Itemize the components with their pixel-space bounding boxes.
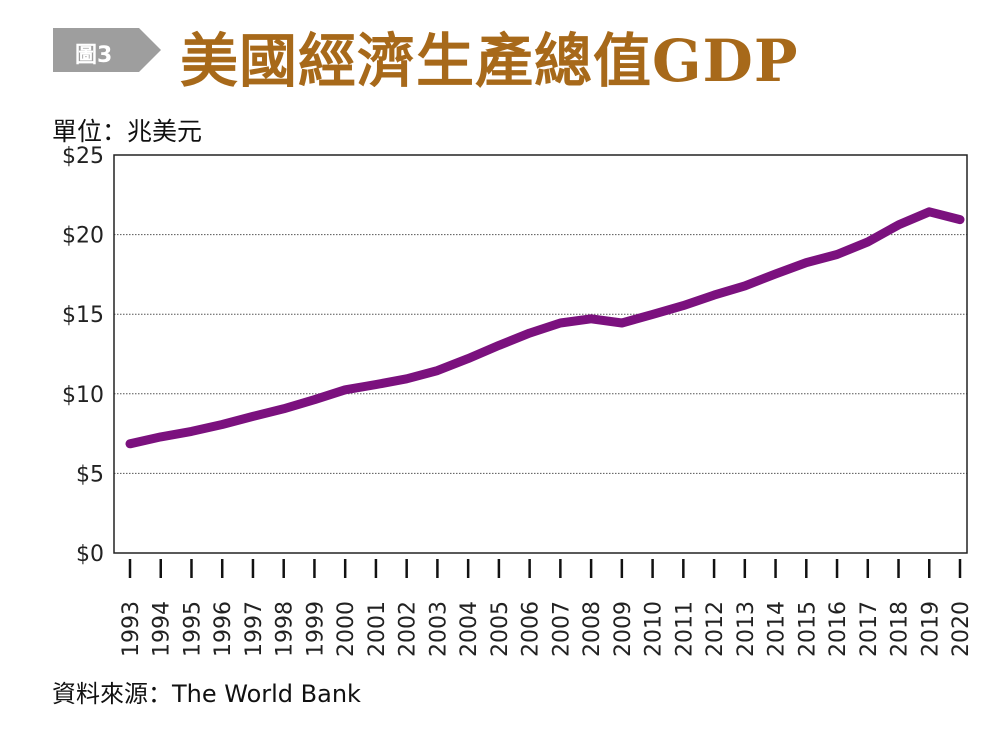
x-tick-label: 2017 <box>857 601 882 657</box>
x-tick-label: 2008 <box>580 601 605 657</box>
x-tick-label: 2004 <box>457 601 482 657</box>
data-points <box>129 211 961 444</box>
x-tick-label: 2009 <box>611 601 636 657</box>
y-tick-label: $5 <box>76 462 104 487</box>
x-tick-label: 2005 <box>488 601 513 657</box>
chart-title: 美國經濟生產總值GDP <box>180 27 799 95</box>
x-tick-label: 2011 <box>672 601 697 657</box>
x-tick-label: 1999 <box>303 601 328 657</box>
y-tick-label: $10 <box>62 383 104 408</box>
x-tick-label: 2000 <box>334 601 359 657</box>
x-tick-label: 1997 <box>242 601 267 657</box>
x-tick-label: 2012 <box>703 601 728 657</box>
x-tick-label: 2016 <box>826 601 851 657</box>
gdp-series-line <box>125 207 965 449</box>
figure-number-label: 圖3 <box>75 43 113 68</box>
y-tick-label: $20 <box>62 224 104 249</box>
x-tick-label: 2010 <box>642 601 667 657</box>
y-tick-label: $15 <box>62 303 104 328</box>
x-tick-label: 1993 <box>119 601 144 657</box>
x-tick-label: 2006 <box>519 601 544 657</box>
x-tick-label: 2020 <box>949 601 974 657</box>
y-tick-label: $0 <box>76 542 104 567</box>
x-tick-label: 1996 <box>211 601 236 657</box>
x-tick-label: 1995 <box>180 601 205 657</box>
y-axis-ticks: $0 $5 $10 $15 $20 $25 <box>62 144 104 567</box>
x-tick-label: 2001 <box>365 601 390 657</box>
x-tick-label: 2013 <box>734 601 759 657</box>
y-tick-label: $25 <box>62 144 104 169</box>
x-tick-label: 2018 <box>888 601 913 657</box>
badge-arrow-shape <box>53 28 161 72</box>
x-tick-label: 1998 <box>273 601 298 657</box>
plot-frame <box>113 154 968 554</box>
x-tick-label: 2014 <box>765 601 790 657</box>
x-tick-label: 2002 <box>396 601 421 657</box>
x-tick-label: 2003 <box>426 601 451 657</box>
x-tick-label: 2019 <box>918 601 943 657</box>
x-tick-label: 2007 <box>549 601 574 657</box>
unit-label: 單位：兆美元 <box>52 117 203 146</box>
grid-lines <box>114 234 967 474</box>
figure-number-badge: 圖3 <box>53 28 161 72</box>
x-tick-label: 1994 <box>150 601 175 657</box>
source-label: 資料來源：The World Bank <box>52 680 361 708</box>
x-axis-ticks: 1993 1994 1995 1996 1997 1998 1999 2000 2001 2002… <box>119 559 974 657</box>
x-tick-label: 2015 <box>795 601 820 657</box>
